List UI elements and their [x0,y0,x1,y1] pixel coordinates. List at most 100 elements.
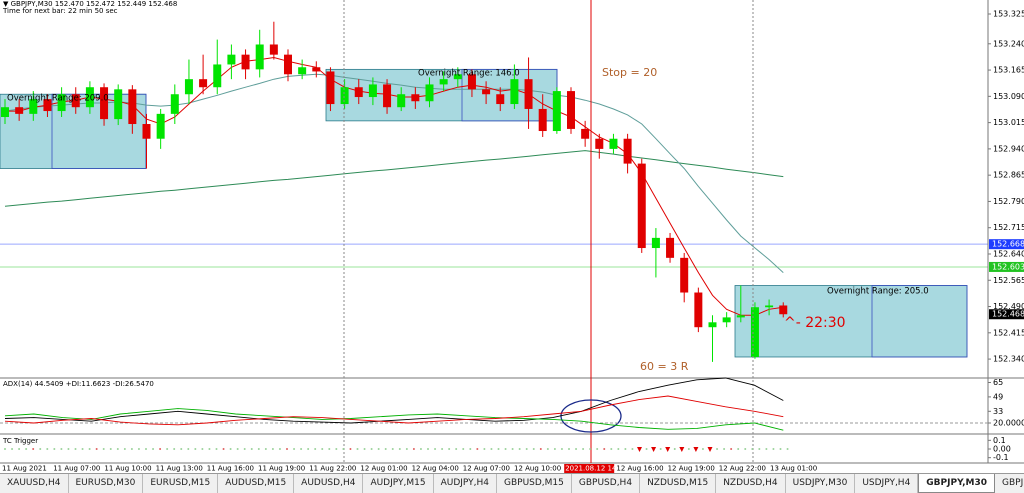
symbol-tab[interactable]: EURUSD,M15 [143,474,219,493]
signal-dot [236,448,239,450]
symbol-tab[interactable]: USDJPY,H4 [855,474,919,493]
candle-body [340,87,349,105]
signal-dot [109,448,112,450]
symbol-tab[interactable]: EURUSD,M30 [69,474,144,493]
chart: ▼ GBPJPY,M30 152.470 152.472 152.449 152… [0,0,1024,473]
y-tick-label: 153.325 [993,10,1024,19]
y-tick-label: 153.015 [993,118,1024,127]
candle-body [85,87,94,108]
signal-arrow [637,447,642,452]
signal-dot [46,448,49,450]
bar-timer: Time for next bar: 22 min 50 sec [2,7,118,15]
signal-dot [363,448,366,450]
candle-body [15,107,24,114]
signal-dot [673,448,676,450]
y-tick-label: 152.340 [993,355,1024,364]
signal-arrow [665,447,671,452]
x-tick-label: 11 Aug 07:00 [53,465,100,473]
signal-dot [553,448,556,450]
signal-dot [187,448,190,450]
signal-dot [744,448,747,450]
indicator-line [4,408,784,431]
signal-dot [723,448,726,450]
symbol-tab[interactable]: USDJPY,M30 [786,474,856,493]
signal-dot [377,448,380,450]
symbol-tab[interactable]: XAUUSD,H4 [0,474,69,493]
signal-dot [264,448,267,450]
signal-dot [525,448,528,450]
signal-dot [511,448,514,450]
x-tick-label: 12 Aug 19:00 [668,465,715,473]
signal-dot [152,448,155,450]
signal-dot [25,448,28,450]
x-tick-label: 12 Aug 07:00 [463,465,510,473]
candle-body [142,124,151,139]
candle-body [637,163,646,249]
x-tick-label: 12 Aug 16:00 [616,465,663,473]
symbol-tab[interactable]: AUDJPY,H4 [434,474,497,493]
signal-dot [307,448,310,450]
candle-body [779,305,788,315]
signal-dot [67,448,70,450]
symbol-tab[interactable]: AUDJPY,M15 [363,474,434,493]
candle-body [722,317,731,323]
signal-dot [441,448,444,450]
signal-dot [250,448,253,450]
range-label: Overnight Range: 209.0 [7,94,109,104]
candle-body [708,322,717,328]
symbol-tab[interactable]: GBPJPY,H4 [995,474,1024,493]
signal-dot [39,448,42,450]
adx-title: ADX(14) 44.5409 +DI:11.6623 -DI:26.5470 [3,380,154,388]
signal-dot [419,448,422,450]
signal-dot [532,448,535,450]
candle-body [750,307,759,357]
signal-dot [448,448,451,450]
y-tick-label: 33 [993,407,1003,416]
symbol-tab[interactable]: GBPUSD,M15 [497,474,572,493]
candle-body [114,89,123,120]
y-tick-label: 152.940 [993,144,1024,153]
signal-dot [455,448,458,450]
signal-dot [123,448,126,450]
candle-body [581,128,590,139]
candle-body [552,91,561,132]
signal-dot [18,448,21,450]
signal-dot [229,448,232,450]
signal-dot [617,448,620,450]
y-tick-label: 65 [993,378,1003,387]
signal-dot [137,448,140,450]
symbol-tab[interactable]: GBPUSD,H4 [572,474,641,493]
candle-body [496,94,505,105]
signal-dot [716,448,719,450]
y-tick-label: 152.415 [993,328,1024,337]
signal-dot [194,448,197,450]
signal-dot [504,448,507,450]
signal-dot [469,448,472,450]
symbol-tab[interactable]: NZDUSD,M15 [640,474,717,493]
candle-body [184,79,193,95]
moving-average [4,150,784,207]
symbol-tab[interactable]: AUDUSD,H4 [294,474,364,493]
candle-body [312,67,321,72]
signal-dot [116,448,119,450]
signal-dot [271,448,274,450]
signal-arrow [679,447,685,452]
signal-dot [624,448,627,450]
y-tick-label: 152.565 [993,276,1024,285]
signal-arrow [693,447,699,452]
candle-body [538,108,547,132]
x-tick-label: 11 Aug 22:00 [309,465,356,473]
candle-body [411,94,420,102]
price-tag [989,239,1024,250]
price-tag-label: 152.668 [992,240,1024,249]
candle-body [651,237,660,249]
symbol-tab[interactable]: AUDUSD,M15 [218,474,295,493]
signal-arrow [651,447,657,452]
signal-dot [751,448,754,450]
signal-dot [145,448,147,450]
candle-body [524,79,533,109]
symbol-tab[interactable]: NZDUSD,H4 [716,474,786,493]
symbol-tab[interactable]: GBPJPY,M30 [918,474,996,493]
candle-body [397,94,406,108]
signal-dot [737,448,740,450]
